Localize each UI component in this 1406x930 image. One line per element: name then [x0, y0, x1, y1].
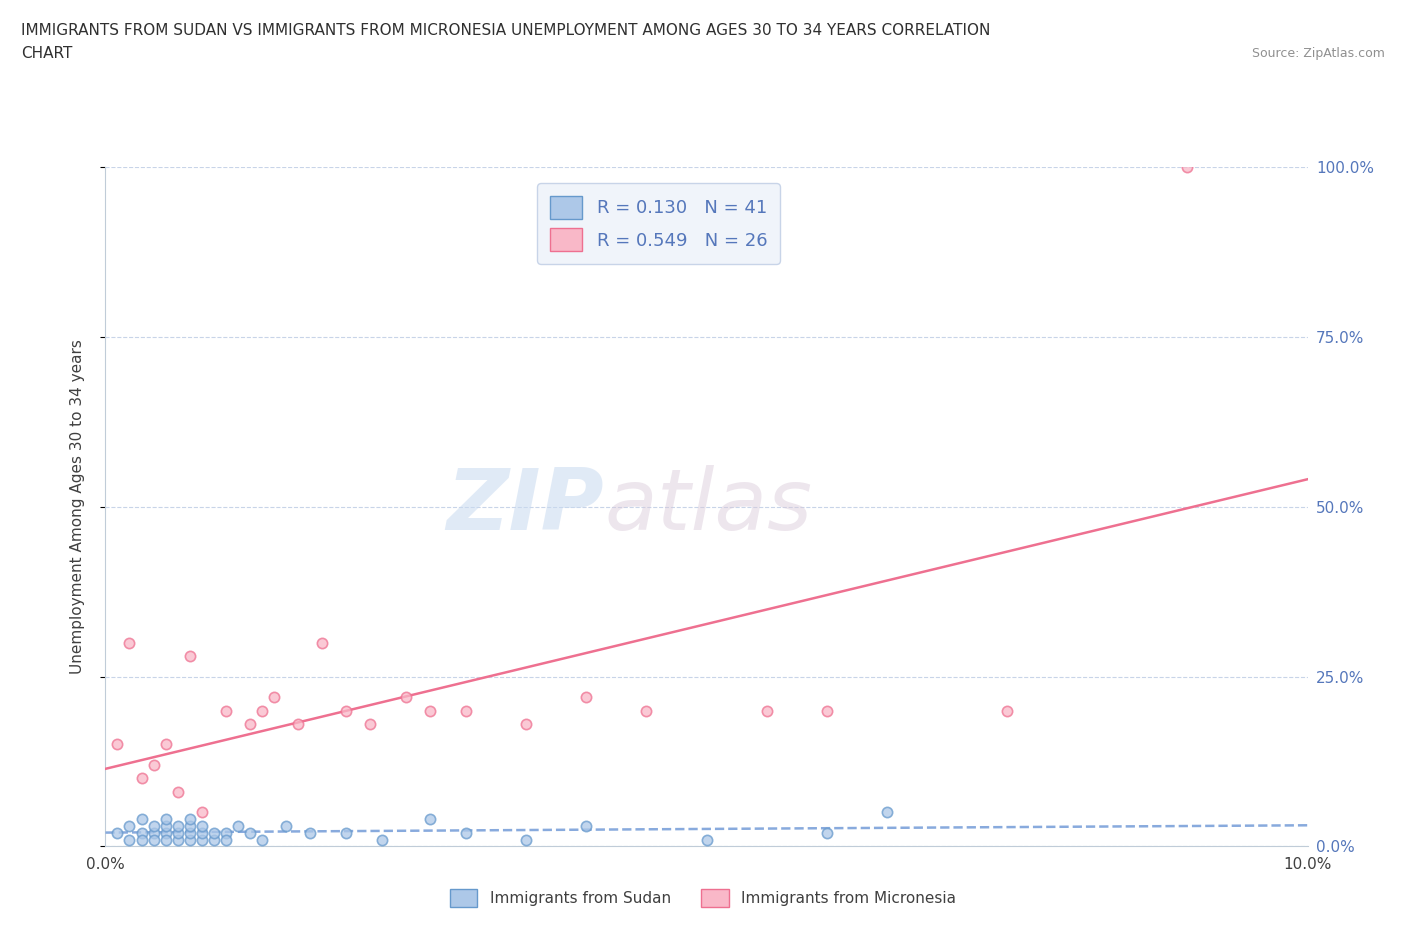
Point: [515, 832, 537, 847]
Point: [142, 757, 165, 772]
Text: IMMIGRANTS FROM SUDAN VS IMMIGRANTS FROM MICRONESIA UNEMPLOYMENT AMONG AGES 30 T: IMMIGRANTS FROM SUDAN VS IMMIGRANTS FROM…: [21, 23, 990, 38]
Point: [876, 805, 898, 820]
Point: [575, 818, 598, 833]
Point: [454, 825, 477, 840]
Y-axis label: Unemployment Among Ages 30 to 34 years: Unemployment Among Ages 30 to 34 years: [70, 339, 84, 674]
Point: [359, 717, 381, 732]
Point: [131, 771, 153, 786]
Point: [179, 825, 201, 840]
Point: [155, 818, 177, 833]
Point: [575, 689, 598, 704]
Point: [226, 818, 249, 833]
Point: [515, 717, 537, 732]
Point: [166, 785, 188, 800]
Point: [298, 825, 321, 840]
Point: [142, 832, 165, 847]
Point: [155, 825, 177, 840]
Point: [131, 825, 153, 840]
Point: [166, 825, 188, 840]
Point: [250, 832, 273, 847]
Point: [274, 818, 297, 833]
Point: [239, 717, 262, 732]
Point: [166, 818, 188, 833]
Point: [166, 832, 188, 847]
Point: [131, 812, 153, 827]
Point: [118, 832, 141, 847]
Point: [454, 703, 477, 718]
Point: [118, 818, 141, 833]
Point: [179, 812, 201, 827]
Point: [142, 825, 165, 840]
Point: [107, 737, 129, 752]
Point: [995, 703, 1018, 718]
Point: [335, 825, 357, 840]
Point: [190, 818, 212, 833]
Point: [142, 818, 165, 833]
Point: [107, 825, 129, 840]
Point: [190, 832, 212, 847]
Point: [155, 737, 177, 752]
Text: Source: ZipAtlas.com: Source: ZipAtlas.com: [1251, 46, 1385, 60]
Point: [214, 825, 236, 840]
Point: [202, 825, 225, 840]
Point: [202, 832, 225, 847]
Text: atlas: atlas: [605, 465, 813, 549]
Point: [131, 832, 153, 847]
Point: [239, 825, 262, 840]
Point: [696, 832, 718, 847]
Point: [179, 818, 201, 833]
Point: [371, 832, 394, 847]
Point: [419, 812, 441, 827]
Point: [636, 703, 658, 718]
Point: [214, 703, 236, 718]
Point: [263, 689, 285, 704]
Point: [815, 703, 838, 718]
Point: [250, 703, 273, 718]
Point: [179, 832, 201, 847]
Point: [179, 649, 201, 664]
Text: CHART: CHART: [21, 46, 73, 61]
Point: [1175, 160, 1198, 175]
Point: [755, 703, 778, 718]
Point: [214, 832, 236, 847]
Point: [190, 805, 212, 820]
Point: [155, 812, 177, 827]
Legend: R = 0.130   N = 41, R = 0.549   N = 26: R = 0.130 N = 41, R = 0.549 N = 26: [537, 183, 780, 264]
Point: [287, 717, 309, 732]
Point: [335, 703, 357, 718]
Legend: Immigrants from Sudan, Immigrants from Micronesia: Immigrants from Sudan, Immigrants from M…: [444, 884, 962, 913]
Text: ZIP: ZIP: [447, 465, 605, 549]
Point: [311, 635, 333, 650]
Point: [155, 832, 177, 847]
Point: [419, 703, 441, 718]
Point: [190, 825, 212, 840]
Point: [815, 825, 838, 840]
Point: [395, 689, 418, 704]
Point: [118, 635, 141, 650]
